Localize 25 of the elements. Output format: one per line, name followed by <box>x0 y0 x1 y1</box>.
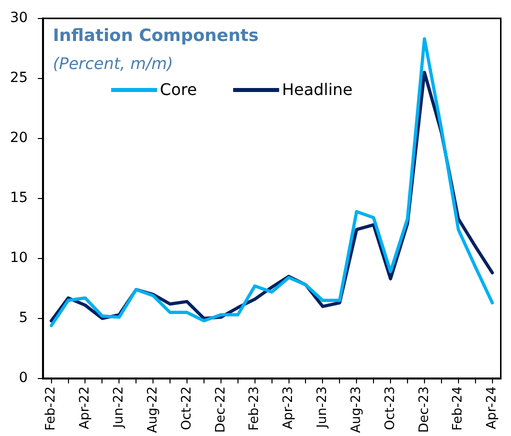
x-tick-label: Jun-22 <box>112 386 127 429</box>
x-tick-label: Apr-24 <box>484 386 500 430</box>
text: (Percent, m/m) <box>52 54 174 74</box>
x-tick-label: Oct-22 <box>179 386 194 430</box>
y-tick-label: 5 <box>18 310 28 326</box>
x-tick-label: Feb-22 <box>44 386 59 431</box>
x-tick-label: Dec-23 <box>416 386 432 433</box>
x-tick-label: Apr-23 <box>281 386 296 430</box>
y-tick-label: 10 <box>10 250 28 266</box>
x-tick-label: Aug-23 <box>348 386 364 434</box>
x-tick-label: Dec-22 <box>213 386 228 433</box>
text: Inflation Components <box>52 26 259 46</box>
x-tick-label: Feb-23 <box>247 386 262 431</box>
x-tick-label: Feb-24 <box>450 386 466 431</box>
x-tick-label: Apr-22 <box>78 386 93 430</box>
y-tick-label: 25 <box>10 70 28 86</box>
y-tick-label: 20 <box>10 130 28 146</box>
x-tick-label: Jun-23 <box>315 386 330 429</box>
y-tick-label: 30 <box>10 10 28 26</box>
legend-label: Core <box>160 80 197 99</box>
y-tick-label: 0 <box>18 370 28 386</box>
x-tick-label: Aug-22 <box>145 386 160 434</box>
legend-label: Headline <box>282 80 353 99</box>
y-tick-label: 15 <box>10 190 28 206</box>
x-tick-label: Oct-23 <box>382 386 398 430</box>
